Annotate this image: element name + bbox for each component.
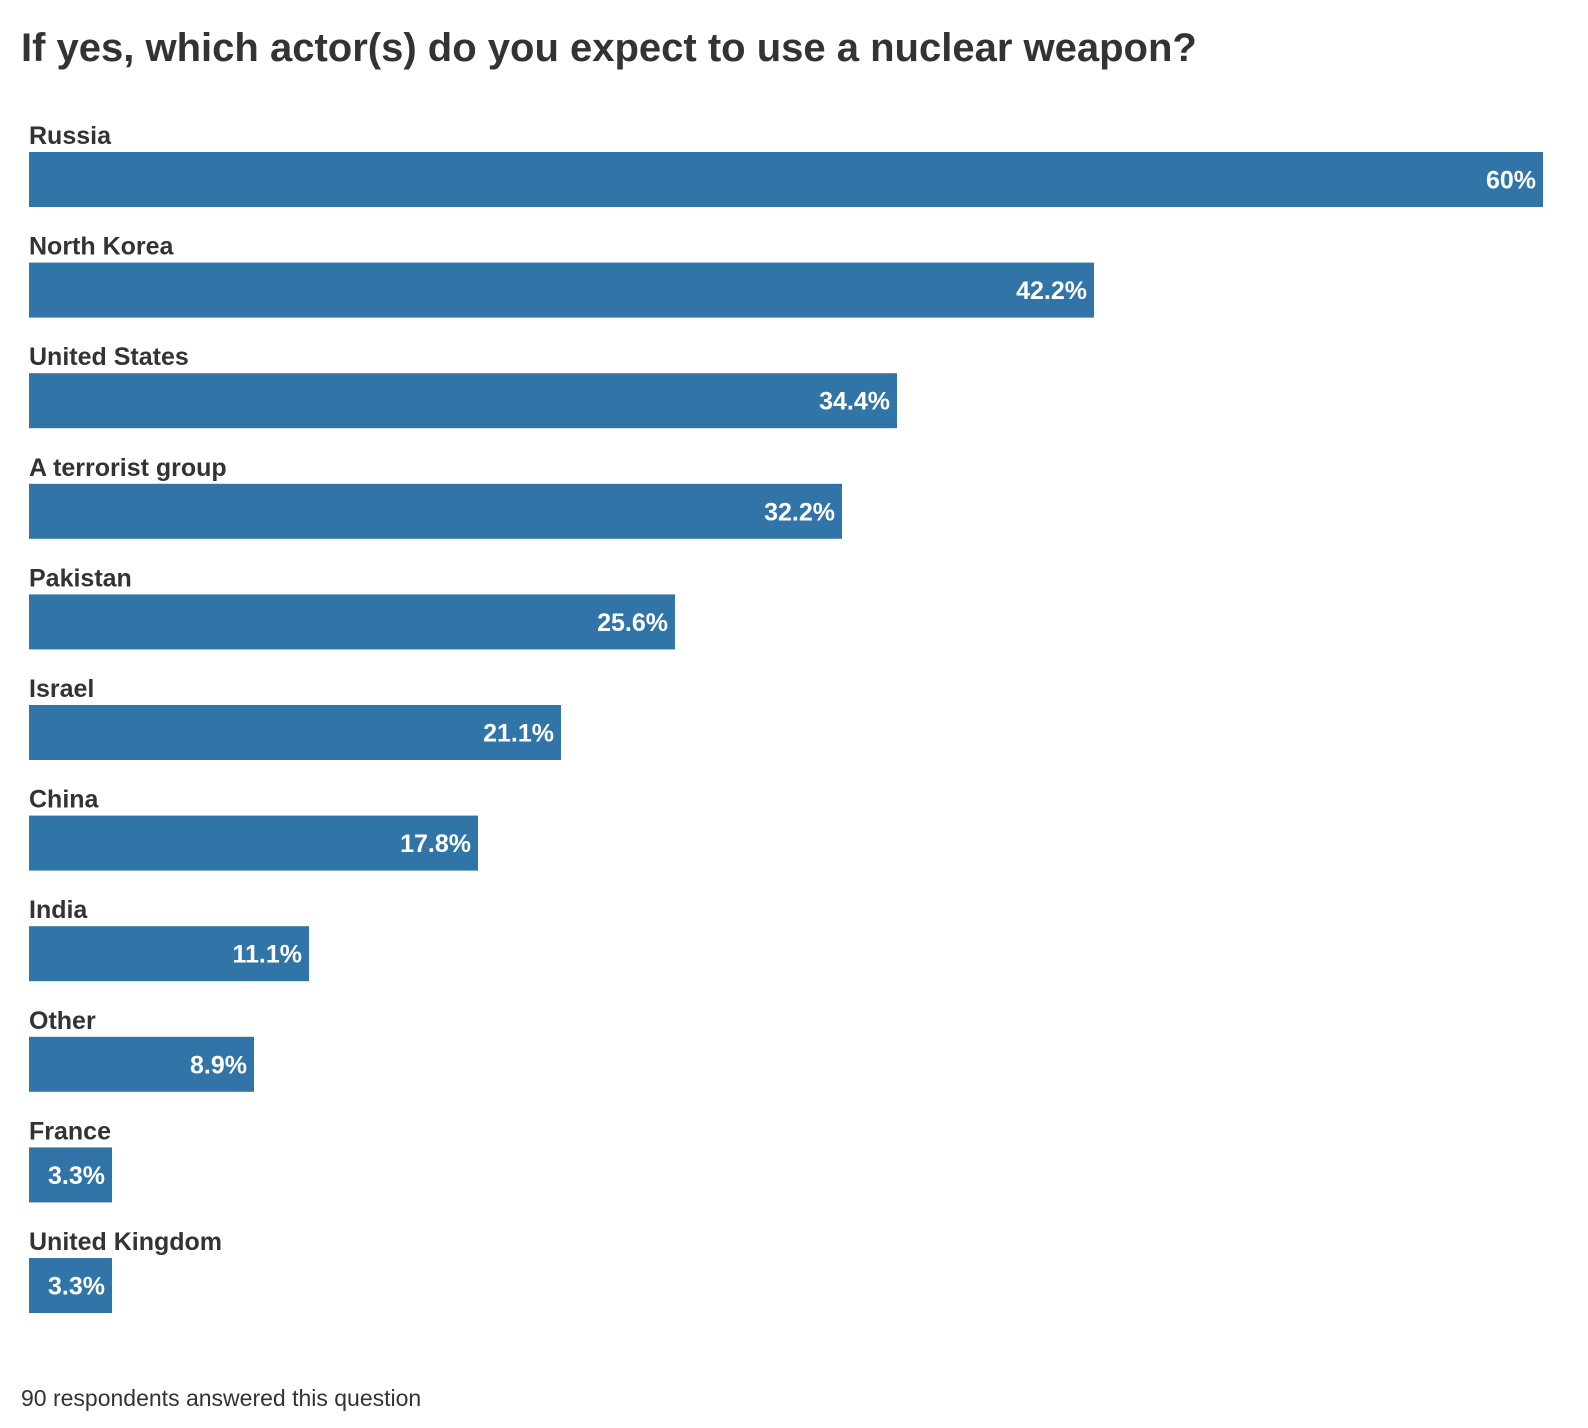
bar-group: Israel 21.1%	[29, 675, 561, 760]
category-label: Pakistan	[29, 564, 132, 592]
value-label: 3.3%	[48, 1162, 105, 1190]
bar-group: A terrorist group 32.2%	[29, 454, 842, 539]
bar	[29, 815, 478, 871]
bar-group: United Kingdom 3.3%	[29, 1228, 222, 1313]
category-label: A terrorist group	[29, 454, 227, 482]
bar-group: Other 8.9%	[29, 1007, 254, 1092]
bar	[29, 152, 1543, 207]
bar	[29, 262, 1094, 318]
bar-group: North Korea 42.2%	[29, 233, 1094, 318]
chart-title: If yes, which actor(s) do you expect to …	[21, 26, 1197, 70]
bar-group: France 3.3%	[29, 1117, 112, 1203]
bar	[29, 373, 897, 429]
value-label: 3.3%	[48, 1273, 105, 1301]
bar	[29, 1147, 112, 1203]
category-label: Israel	[29, 675, 94, 703]
bar	[29, 1258, 112, 1313]
category-label: North Korea	[29, 233, 175, 261]
bar	[29, 926, 309, 982]
bar-group: United States 34.4%	[29, 343, 897, 429]
bar	[29, 594, 675, 650]
value-label: 42.2%	[1016, 277, 1087, 305]
category-label: United States	[29, 343, 189, 371]
value-label: 11.1%	[232, 941, 302, 969]
bar-group: Russia 60%	[29, 122, 1543, 207]
bar	[29, 483, 842, 539]
value-label: 60%	[1486, 167, 1536, 195]
respondents-footnote: 90 respondents answered this question	[21, 1385, 422, 1411]
value-label: 21.1%	[483, 720, 554, 748]
bar-group: Pakistan 25.6%	[29, 564, 675, 650]
value-label: 8.9%	[190, 1051, 247, 1079]
bar-group: India 11.1%	[29, 896, 309, 982]
category-label: Russia	[29, 122, 112, 150]
bar	[29, 1036, 254, 1092]
category-label: China	[29, 786, 100, 814]
bar-group: China 17.8%	[29, 786, 478, 871]
category-label: India	[29, 896, 88, 924]
value-label: 17.8%	[400, 830, 471, 858]
category-label: United Kingdom	[29, 1228, 222, 1256]
category-label: Other	[29, 1007, 96, 1035]
value-label: 25.6%	[597, 609, 668, 637]
category-label: France	[29, 1117, 111, 1145]
bar	[29, 705, 561, 760]
value-label: 32.2%	[764, 498, 835, 526]
value-label: 34.4%	[819, 388, 890, 416]
